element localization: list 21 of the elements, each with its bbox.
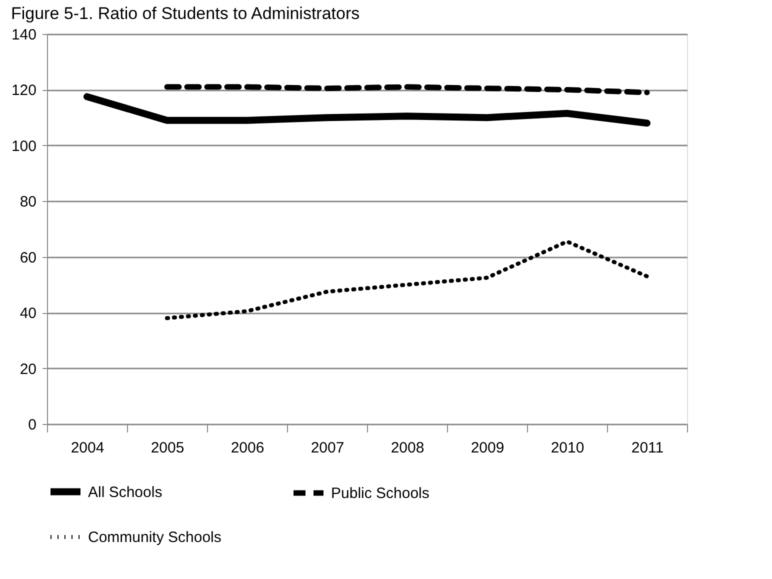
legend-label: Community Schools bbox=[88, 529, 222, 546]
x-tick-label: 2008 bbox=[390, 440, 424, 456]
y-tick-label: 0 bbox=[28, 416, 36, 434]
x-tick-label: 2006 bbox=[230, 440, 264, 456]
y-tick-label: 20 bbox=[20, 360, 36, 378]
x-tick-label: 2011 bbox=[631, 440, 664, 456]
y-tick-label: 60 bbox=[20, 249, 36, 266]
y-tick-label: 140 bbox=[11, 26, 36, 44]
y-tick-label: 120 bbox=[11, 82, 36, 100]
x-tick-label: 2007 bbox=[310, 440, 344, 456]
x-tick-label: 2009 bbox=[470, 440, 504, 456]
x-tick-label: 2005 bbox=[150, 440, 184, 456]
y-tick-label: 40 bbox=[20, 305, 36, 322]
x-tick-label: 2010 bbox=[550, 440, 584, 456]
y-tick-label: 80 bbox=[20, 194, 36, 211]
line-series bbox=[165, 240, 649, 320]
legend-label: All Schools bbox=[88, 484, 162, 501]
legend-label: Public Schools bbox=[331, 485, 430, 502]
x-tick-label: 2004 bbox=[70, 440, 104, 456]
chart-title: Figure 5-1. Ratio of Students to Administrators bbox=[10, 4, 360, 23]
y-tick-label: 100 bbox=[11, 138, 36, 155]
